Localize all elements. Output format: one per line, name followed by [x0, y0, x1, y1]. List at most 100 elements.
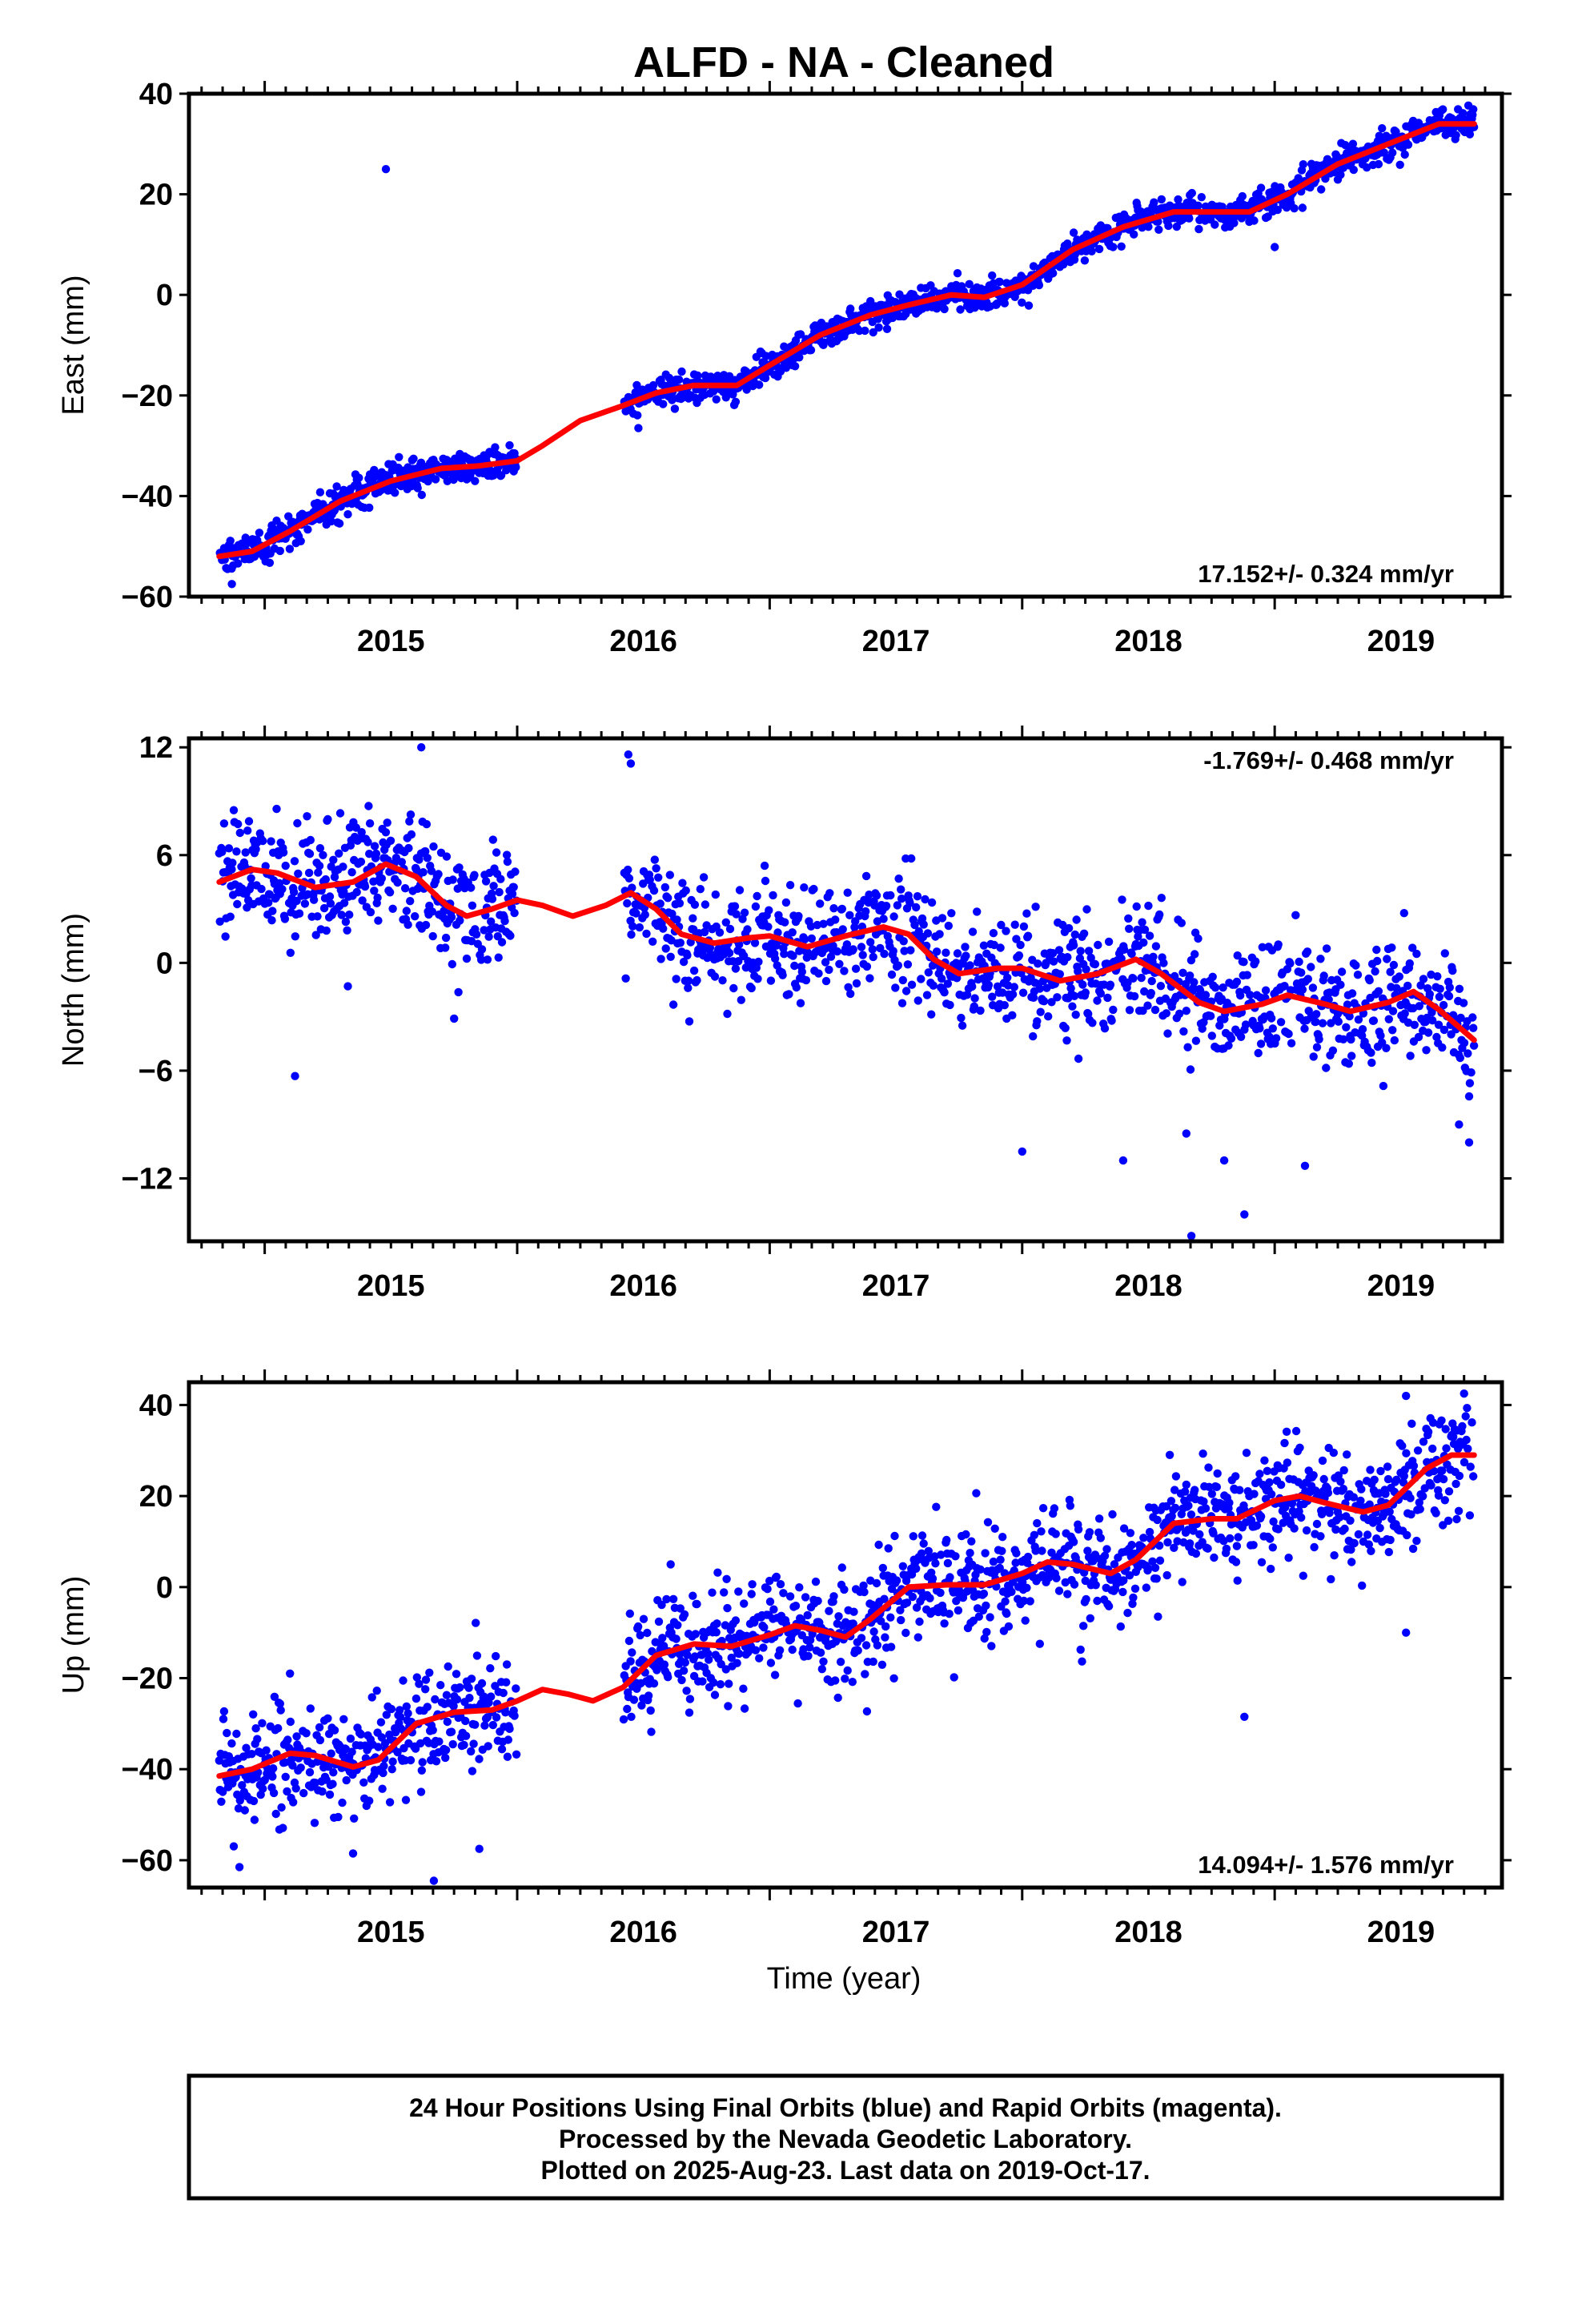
- north-point: [1464, 1092, 1474, 1101]
- north-point: [1044, 1012, 1053, 1021]
- up-point: [1442, 1444, 1451, 1453]
- up-point: [219, 1787, 227, 1796]
- up-point: [418, 1758, 427, 1767]
- north-point: [279, 848, 288, 857]
- north-point: [1322, 944, 1331, 953]
- up-point: [886, 1642, 896, 1651]
- north-point: [441, 943, 450, 952]
- up-point: [1233, 1576, 1242, 1585]
- up-point: [281, 1772, 290, 1781]
- north-point: [1070, 991, 1079, 1001]
- north-point: [1078, 980, 1087, 989]
- east-point: [659, 400, 668, 408]
- up-point: [669, 1594, 678, 1604]
- up-point: [639, 1614, 648, 1623]
- up-point: [1398, 1441, 1407, 1450]
- up-point: [788, 1645, 797, 1655]
- up-point: [734, 1587, 743, 1596]
- north-point: [233, 899, 242, 909]
- up-point: [937, 1550, 946, 1559]
- up-point: [379, 1768, 387, 1778]
- north-point: [897, 885, 905, 894]
- north-point: [970, 1002, 979, 1011]
- up-point: [878, 1563, 888, 1573]
- north-point: [221, 932, 230, 941]
- up-point: [250, 1815, 259, 1824]
- north-point: [891, 983, 900, 992]
- up-point: [1466, 1462, 1475, 1471]
- up-point: [1260, 1456, 1269, 1465]
- up-point: [625, 1609, 634, 1618]
- north-point: [1468, 1013, 1477, 1022]
- up-point: [1235, 1486, 1244, 1494]
- up-point: [283, 1735, 292, 1744]
- up-point: [1162, 1502, 1171, 1511]
- up-x-tick-label: 2016: [609, 1916, 677, 1949]
- up-point: [841, 1675, 849, 1683]
- up-point: [1154, 1612, 1162, 1621]
- north-point: [1138, 918, 1146, 927]
- north-point: [1178, 968, 1187, 978]
- north-point: [467, 937, 476, 946]
- north-point: [1246, 991, 1255, 999]
- north-point: [365, 850, 374, 858]
- north-point: [1008, 1011, 1017, 1020]
- up-point: [1465, 1511, 1475, 1520]
- north-point: [219, 819, 229, 828]
- north-point: [1071, 1010, 1080, 1019]
- north-point: [481, 877, 491, 886]
- up-y-tick-label: −40: [122, 1753, 173, 1787]
- up-point: [725, 1679, 733, 1688]
- up-point: [660, 1660, 669, 1669]
- north-point: [676, 939, 685, 947]
- north-point: [917, 975, 926, 983]
- up-point: [247, 1750, 256, 1759]
- east-point: [1317, 185, 1326, 194]
- east-point: [670, 404, 680, 413]
- up-point: [356, 1730, 366, 1739]
- east-point: [1185, 214, 1194, 223]
- north-point: [1438, 1043, 1447, 1052]
- north-point: [1130, 991, 1139, 1001]
- up-point: [1035, 1639, 1045, 1648]
- up-point: [1063, 1590, 1072, 1598]
- up-point: [1402, 1628, 1411, 1637]
- up-point: [251, 1724, 260, 1733]
- north-point: [1054, 946, 1064, 955]
- up-point: [1279, 1518, 1287, 1527]
- north-point: [268, 907, 277, 915]
- north-point: [970, 994, 979, 1003]
- north-point: [626, 759, 636, 768]
- up-point: [347, 1747, 356, 1756]
- up-x-tick-label: 2018: [1114, 1916, 1182, 1949]
- east-point: [1211, 220, 1219, 229]
- north-point: [669, 1000, 678, 1009]
- up-point: [1205, 1482, 1214, 1492]
- north-point: [1344, 1059, 1354, 1068]
- north-point: [1316, 955, 1325, 963]
- east-point: [1271, 243, 1279, 251]
- north-point: [1127, 949, 1136, 959]
- up-point: [1222, 1544, 1231, 1554]
- up-point: [860, 1587, 869, 1597]
- north-point: [666, 952, 675, 962]
- north-point: [1240, 1210, 1249, 1219]
- east-point: [874, 323, 883, 332]
- east-point: [1332, 152, 1342, 161]
- north-point: [740, 908, 749, 917]
- east-point: [1336, 171, 1345, 179]
- north-point: [685, 1017, 694, 1026]
- up-point: [626, 1657, 635, 1666]
- north-point: [441, 933, 451, 943]
- up-point: [751, 1646, 761, 1655]
- up-point: [1347, 1558, 1356, 1566]
- north-point: [976, 1006, 985, 1015]
- up-point: [448, 1739, 457, 1749]
- north-point: [508, 889, 517, 899]
- north-point: [1106, 980, 1115, 989]
- up-point: [1267, 1490, 1276, 1499]
- north-point: [1163, 1029, 1172, 1038]
- up-point: [924, 1546, 934, 1556]
- up-point: [1127, 1541, 1136, 1550]
- north-point: [866, 938, 875, 947]
